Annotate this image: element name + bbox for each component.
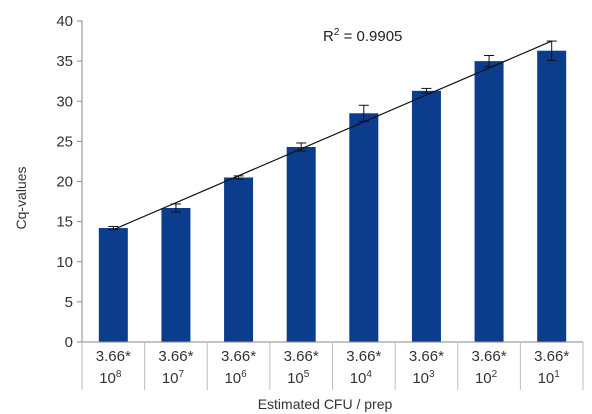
x-tick-label-power: 105 bbox=[287, 369, 310, 387]
r-squared-value: = 0.9905 bbox=[339, 28, 402, 45]
x-axis: 3.66*1083.66*1073.66*1063.66*1053.66*104… bbox=[81, 341, 584, 390]
x-tick-exponent: 2 bbox=[492, 369, 498, 380]
x-tick-label-power: 102 bbox=[475, 369, 498, 387]
y-tick-label: 30 bbox=[56, 93, 73, 110]
y-tick-label: 20 bbox=[56, 174, 73, 191]
x-tick-exponent: 4 bbox=[366, 369, 372, 380]
x-tick-label-base: 3.66* bbox=[158, 348, 193, 365]
y-tick-label: 0 bbox=[65, 334, 73, 351]
bar bbox=[224, 177, 254, 342]
x-tick-mantissa: 10 bbox=[412, 370, 429, 387]
r-squared-symbol: R bbox=[323, 28, 334, 45]
x-tick-label-base: 3.66* bbox=[221, 348, 256, 365]
x-tick-label-power: 104 bbox=[350, 369, 373, 387]
x-tick-label-base: 3.66* bbox=[96, 348, 131, 365]
trendline-line bbox=[113, 40, 552, 231]
y-axis: 0 5 10 15 20 25 30 35 40 bbox=[56, 13, 83, 351]
x-tick-mantissa: 10 bbox=[350, 370, 367, 387]
x-tick-label-power: 106 bbox=[224, 369, 247, 387]
x-tick-mantissa: 10 bbox=[224, 370, 241, 387]
x-tick-mantissa: 10 bbox=[99, 370, 116, 387]
x-tick-label-base: 3.66* bbox=[346, 348, 381, 365]
x-tick-label-base: 3.66* bbox=[409, 348, 444, 365]
x-tick-label-power: 103 bbox=[412, 369, 435, 387]
x-tick-exponent: 7 bbox=[179, 369, 185, 380]
x-tick-exponent: 6 bbox=[241, 369, 247, 380]
x-tick-mantissa: 10 bbox=[287, 370, 304, 387]
x-tick-mantissa: 10 bbox=[162, 370, 179, 387]
bar bbox=[537, 50, 567, 342]
y-tick-label: 15 bbox=[56, 214, 73, 231]
bar bbox=[286, 146, 316, 342]
bar bbox=[98, 228, 128, 342]
bar bbox=[161, 207, 191, 342]
x-tick-exponent: 5 bbox=[304, 369, 310, 380]
y-tick-label: 25 bbox=[56, 133, 73, 150]
x-tick-label-power: 107 bbox=[162, 369, 185, 387]
trendline bbox=[113, 40, 552, 231]
r-squared-annotation: R2 = 0.9905 bbox=[323, 27, 402, 45]
r-squared-superscript: 2 bbox=[334, 27, 340, 38]
x-tick-exponent: 3 bbox=[429, 369, 435, 380]
x-tick-mantissa: 10 bbox=[538, 370, 555, 387]
bar bbox=[411, 90, 441, 342]
bar bbox=[349, 113, 379, 342]
bar bbox=[474, 61, 504, 342]
x-tick-mantissa: 10 bbox=[475, 370, 492, 387]
y-tick-label: 10 bbox=[56, 254, 73, 271]
x-tick-label-power: 101 bbox=[538, 369, 561, 387]
x-tick-exponent: 1 bbox=[554, 369, 560, 380]
x-tick-label-base: 3.66* bbox=[284, 348, 319, 365]
y-tick-label: 35 bbox=[56, 53, 73, 70]
x-axis-title: Estimated CFU / prep bbox=[258, 396, 393, 412]
bars bbox=[98, 50, 567, 342]
y-tick-label: 5 bbox=[65, 294, 73, 311]
y-tick-label: 40 bbox=[56, 13, 73, 30]
x-tick-label-power: 108 bbox=[99, 369, 122, 387]
x-tick-label-base: 3.66* bbox=[534, 348, 569, 365]
x-tick-label-base: 3.66* bbox=[472, 348, 507, 365]
y-axis-title: Cq-values bbox=[13, 166, 29, 229]
x-tick-exponent: 8 bbox=[116, 369, 122, 380]
